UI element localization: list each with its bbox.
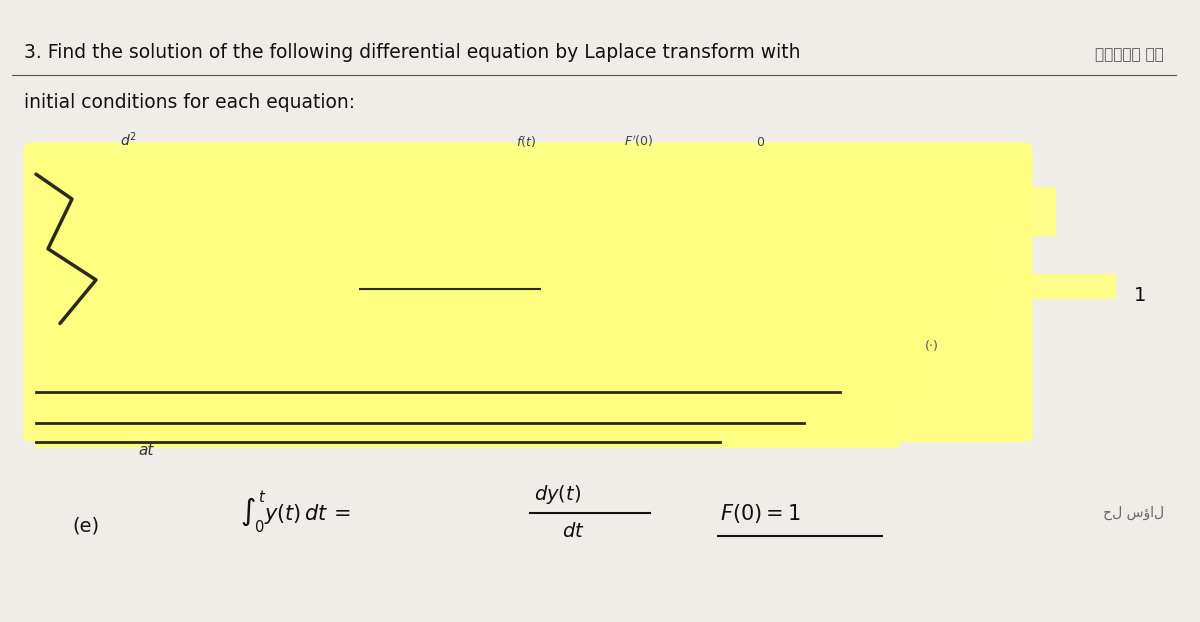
Text: $f(t)$: $f(t)$ bbox=[516, 134, 536, 149]
Text: (e): (e) bbox=[72, 516, 100, 535]
Bar bbox=[36, 230, 996, 323]
Text: at: at bbox=[138, 443, 154, 458]
Bar bbox=[900, 187, 1056, 236]
Text: $0$: $0$ bbox=[756, 136, 766, 149]
Text: initial conditions for each equation:: initial conditions for each equation: bbox=[24, 93, 355, 112]
Text: $\int_0^t y(t)\, dt\, =$: $\int_0^t y(t)\, dt\, =$ bbox=[240, 490, 350, 536]
Text: $F(0) = 1$: $F(0) = 1$ bbox=[720, 502, 800, 524]
Bar bbox=[36, 317, 936, 404]
Text: جامعة لـ: جامعة لـ bbox=[1096, 47, 1164, 62]
Bar bbox=[996, 274, 1116, 299]
Text: $F'(0)$: $F'(0)$ bbox=[624, 134, 654, 149]
Bar bbox=[36, 156, 1032, 236]
Text: $dt$: $dt$ bbox=[562, 522, 584, 541]
Text: 3. Find the solution of the following differential equation by Laplace transform: 3. Find the solution of the following di… bbox=[24, 43, 800, 62]
Text: $(\cdot)$: $(\cdot)$ bbox=[924, 338, 938, 353]
FancyBboxPatch shape bbox=[24, 143, 1032, 442]
Text: حل سؤال: حل سؤال bbox=[1103, 506, 1164, 520]
Bar bbox=[36, 398, 900, 448]
Text: $d^2$: $d^2$ bbox=[120, 131, 137, 149]
Text: 1: 1 bbox=[1134, 286, 1146, 305]
Text: $dy(t)$: $dy(t)$ bbox=[534, 483, 581, 506]
